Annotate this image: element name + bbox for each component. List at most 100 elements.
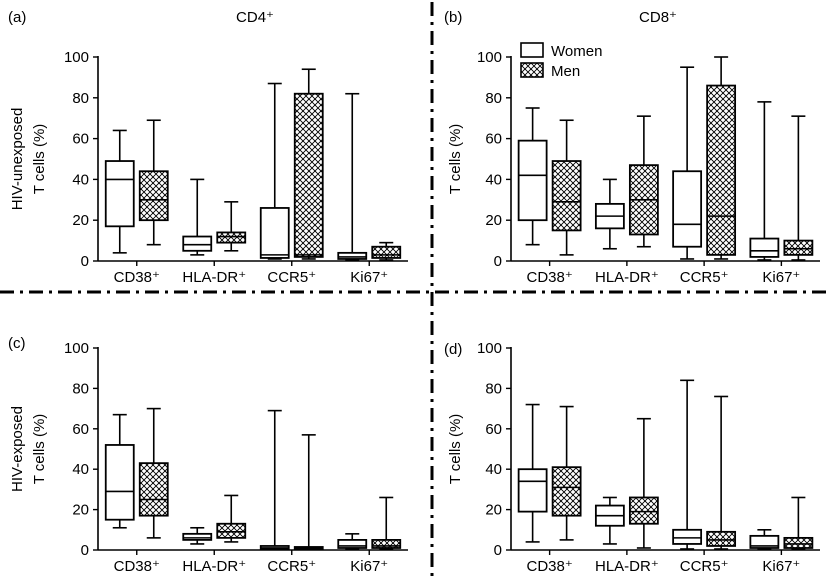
x-tick-label: CCR5⁺ bbox=[680, 558, 729, 575]
y-tick-label: 80 bbox=[485, 90, 502, 107]
y-tick-label: 0 bbox=[494, 542, 502, 559]
box-iqr bbox=[138, 462, 169, 517]
panel-c: (c) 0 20 40 60 80 100 HIV-exposed T cells (%) CD3… bbox=[8, 335, 408, 575]
box-women bbox=[517, 107, 548, 246]
box-women bbox=[594, 178, 625, 250]
x-tick-label: HLA-DR⁺ bbox=[595, 269, 659, 286]
box-iqr bbox=[783, 536, 814, 549]
box-women bbox=[749, 528, 780, 550]
box-women bbox=[672, 66, 703, 260]
box-women bbox=[517, 403, 548, 543]
box-men bbox=[138, 119, 169, 246]
y-axis-label: T cells (%) bbox=[447, 414, 464, 485]
legend-label-women: Women bbox=[551, 43, 602, 60]
box-women bbox=[337, 92, 368, 261]
panel-d: (d) 0 20 40 60 80 100 T cells (%) CD38⁺ HLA-DR⁺ CC… bbox=[444, 340, 820, 575]
box-women bbox=[259, 409, 290, 551]
box-iqr bbox=[551, 160, 582, 232]
box-iqr bbox=[517, 468, 548, 513]
box-iqr bbox=[672, 170, 703, 248]
x-tick-label: HLA-DR⁺ bbox=[182, 269, 246, 286]
box-women bbox=[749, 101, 780, 261]
y-axis-label: T cells (%) bbox=[31, 414, 48, 485]
y-axis-label: HIV-exposed bbox=[9, 406, 26, 492]
panel-a: (a) CD4⁺ 0 20 40 60 80 100 HIV-unexposed T cells … bbox=[8, 9, 408, 286]
x-tick-label: CD38⁺ bbox=[526, 269, 572, 286]
y-tick-label: 60 bbox=[485, 421, 502, 438]
y-tick-label: 80 bbox=[72, 90, 89, 107]
y-tick-label: 60 bbox=[72, 421, 89, 438]
box-men bbox=[783, 115, 814, 261]
box-iqr bbox=[182, 532, 213, 541]
box-iqr bbox=[749, 237, 780, 258]
y-tick-label: 0 bbox=[494, 253, 502, 270]
y-tick-label: 100 bbox=[477, 340, 502, 357]
panel-b: (b) CD8⁺ 0 20 40 60 80 100 T cells (%) CD38⁺ HLA-D… bbox=[444, 9, 820, 286]
legend-label-men: Men bbox=[551, 63, 580, 80]
legend-swatch-men bbox=[520, 62, 544, 78]
y-axis-label: HIV-unexposed bbox=[9, 108, 26, 211]
box-iqr bbox=[104, 444, 135, 521]
box-women bbox=[259, 82, 290, 260]
y-tick-label: 80 bbox=[485, 380, 502, 397]
y-tick-label: 60 bbox=[72, 131, 89, 148]
y-tick-label: 0 bbox=[81, 253, 89, 270]
box-iqr bbox=[216, 231, 247, 244]
box-iqr bbox=[104, 160, 135, 228]
box-men bbox=[551, 405, 582, 541]
y-tick-label: 40 bbox=[72, 461, 89, 478]
box-iqr bbox=[138, 170, 169, 222]
x-tick-label: Ki67⁺ bbox=[350, 558, 388, 575]
box-iqr bbox=[783, 239, 814, 256]
x-tick-label: CD38⁺ bbox=[114, 269, 160, 286]
box-men bbox=[216, 201, 247, 252]
box-iqr bbox=[628, 496, 659, 525]
panel-label: (d) bbox=[444, 341, 462, 358]
box-iqr bbox=[371, 539, 402, 549]
y-tick-label: 40 bbox=[485, 461, 502, 478]
x-tick-label: CD38⁺ bbox=[526, 558, 572, 575]
box-iqr bbox=[337, 539, 368, 549]
box-women bbox=[182, 178, 213, 256]
box-men bbox=[706, 56, 737, 260]
y-tick-label: 40 bbox=[485, 171, 502, 188]
x-tick-label: CCR5⁺ bbox=[267, 558, 316, 575]
box-men bbox=[628, 115, 659, 248]
y-tick-label: 40 bbox=[72, 171, 89, 188]
box-men bbox=[138, 407, 169, 539]
box-women bbox=[104, 413, 135, 529]
panel-label: (b) bbox=[444, 9, 462, 26]
box-men bbox=[628, 417, 659, 549]
box-iqr bbox=[749, 534, 780, 549]
y-tick-label: 100 bbox=[64, 340, 89, 357]
box-men bbox=[293, 434, 324, 551]
box-iqr bbox=[216, 522, 247, 539]
x-tick-label: Ki67⁺ bbox=[762, 269, 800, 286]
x-tick-label: CCR5⁺ bbox=[267, 269, 316, 286]
box-women bbox=[182, 526, 213, 545]
y-tick-label: 100 bbox=[477, 49, 502, 66]
x-tick-label: HLA-DR⁺ bbox=[595, 558, 659, 575]
box-women bbox=[672, 379, 703, 550]
box-iqr bbox=[706, 84, 737, 256]
y-tick-label: 0 bbox=[81, 542, 89, 559]
box-men bbox=[216, 494, 247, 543]
panel-label: (c) bbox=[8, 335, 26, 352]
box-men bbox=[783, 496, 814, 550]
box-men bbox=[551, 119, 582, 256]
panel-label: (a) bbox=[8, 9, 26, 26]
box-men bbox=[293, 68, 324, 260]
box-iqr bbox=[182, 235, 213, 252]
box-iqr bbox=[371, 245, 402, 259]
x-tick-label: Ki67⁺ bbox=[762, 558, 800, 575]
x-tick-label: HLA-DR⁺ bbox=[182, 558, 246, 575]
y-tick-label: 100 bbox=[64, 49, 89, 66]
y-axis-label: T cells (%) bbox=[31, 124, 48, 195]
y-tick-label: 60 bbox=[485, 131, 502, 148]
box-women bbox=[104, 129, 135, 254]
box-iqr bbox=[517, 139, 548, 222]
y-tick-label: 20 bbox=[485, 212, 502, 229]
box-men bbox=[371, 496, 402, 550]
box-iqr bbox=[706, 530, 737, 547]
